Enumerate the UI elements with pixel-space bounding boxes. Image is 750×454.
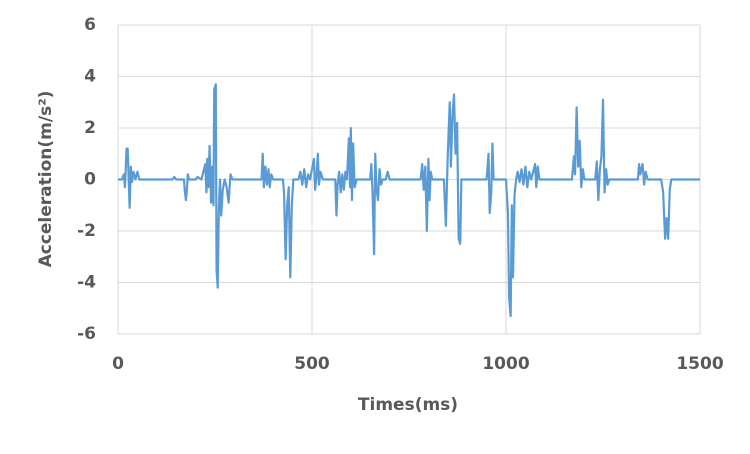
x-axis-label: Times(ms): [358, 395, 458, 415]
y-axis-label: Acceleration(m/s²): [36, 91, 56, 268]
y-tick-label: -2: [77, 221, 96, 241]
x-tick-label: 0: [112, 354, 124, 374]
y-tick-label: 4: [84, 67, 96, 87]
y-tick-label: 0: [84, 170, 96, 190]
y-tick-label: -4: [77, 273, 96, 293]
x-tick-label: 1500: [676, 354, 723, 374]
x-tick-label: 500: [294, 354, 330, 374]
y-tick-label: 2: [84, 118, 96, 138]
data-line: [118, 83, 700, 318]
y-tick-label: -6: [77, 324, 96, 344]
x-tick-label: 1000: [482, 354, 529, 374]
y-tick-label: 6: [84, 15, 96, 35]
